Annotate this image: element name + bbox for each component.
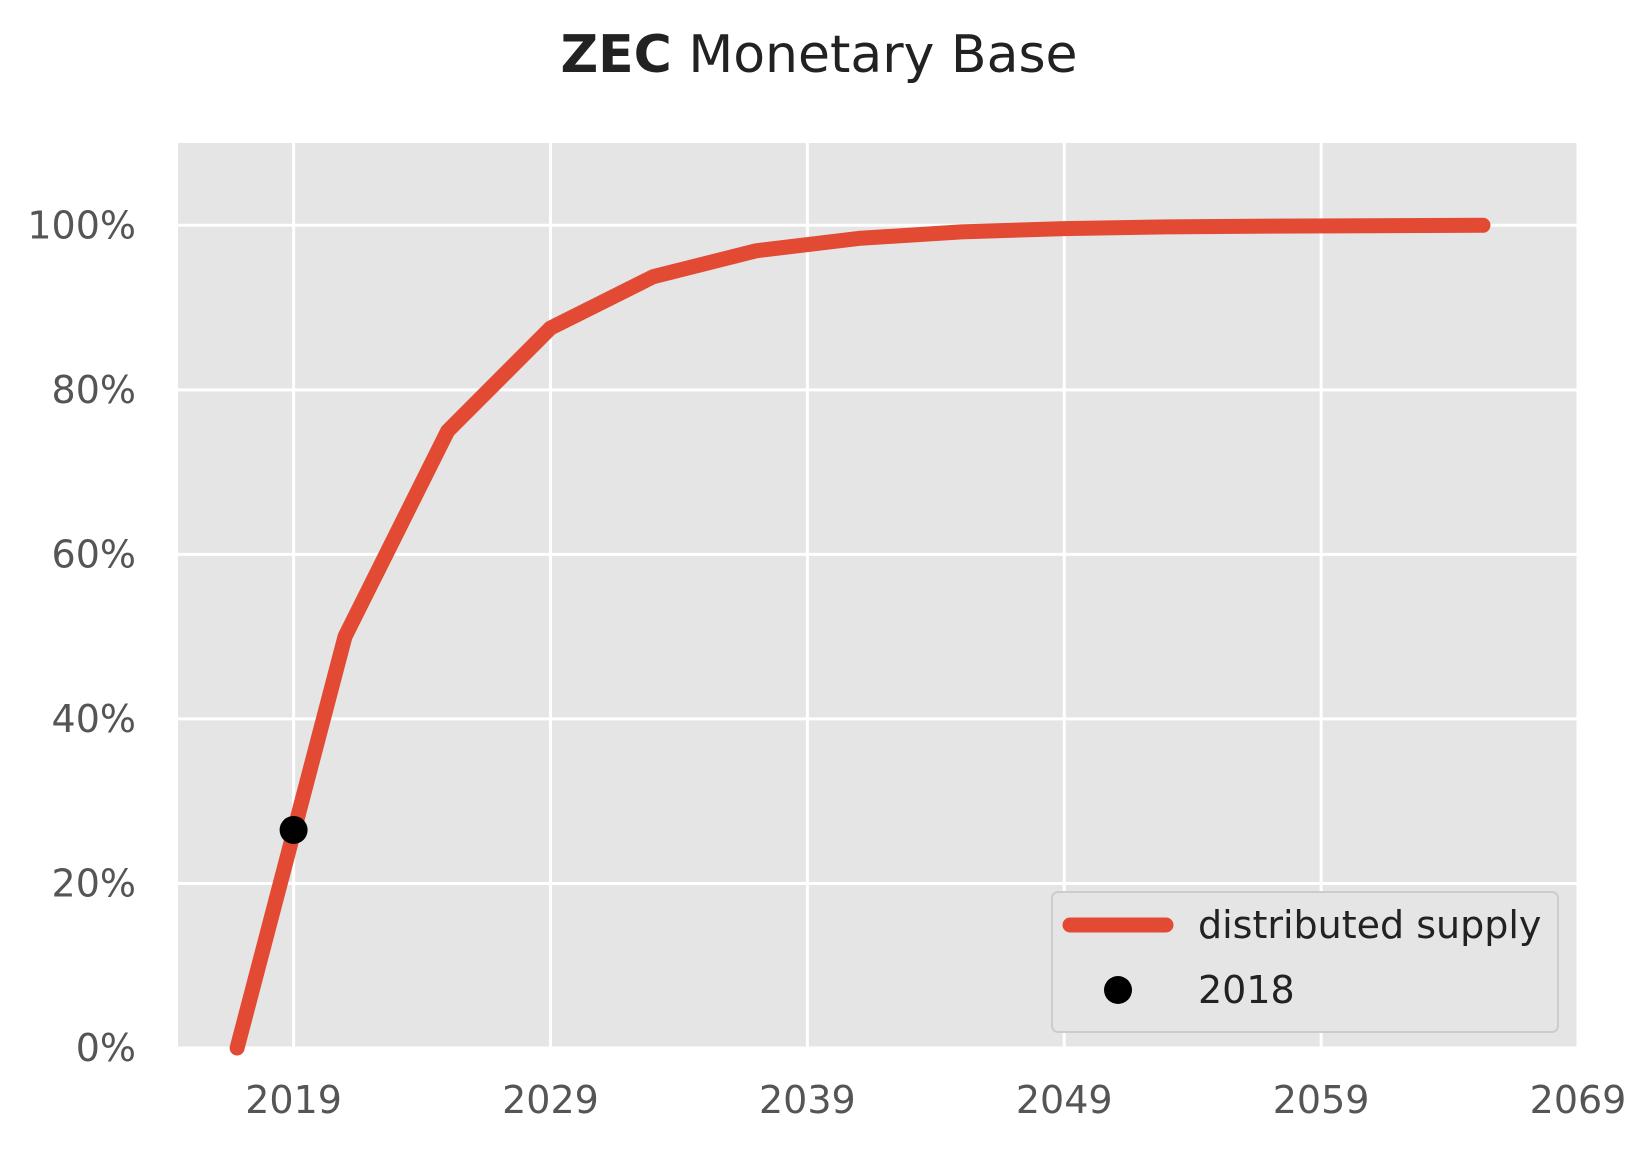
chart-title-rest: Monetary Base	[672, 25, 1078, 85]
legend-marker-swatch	[1104, 976, 1132, 1004]
x-tick-label: 2029	[502, 1078, 599, 1122]
legend: distributed supply 2018	[1051, 891, 1559, 1033]
legend-marker-label: 2018	[1198, 968, 1295, 1012]
y-tick-label: 80%	[52, 368, 136, 412]
axis-ticks: 2019 2029 2039 2049 2059 2069 0% 20% 40% 60% 80% 10…	[27, 203, 1626, 1122]
y-tick-label: 0%	[76, 1026, 136, 1070]
x-tick-label: 2069	[1530, 1078, 1627, 1122]
point-2018	[279, 815, 308, 844]
grid	[178, 143, 1580, 1050]
x-tick-label: 2039	[759, 1078, 856, 1122]
legend-box	[1051, 891, 1559, 1033]
chart-title: ZEC Monetary Base	[560, 25, 1077, 85]
series-layer	[229, 217, 1491, 1056]
x-tick-label: 2049	[1016, 1078, 1113, 1122]
legend-supply-label: distributed supply	[1198, 903, 1541, 947]
x-tick-label: 2019	[245, 1078, 342, 1122]
chart-title-bold: ZEC	[560, 25, 671, 85]
y-tick-label: 60%	[52, 532, 136, 576]
series-line-distributed-supply	[229, 217, 1491, 1056]
x-tick-label: 2059	[1273, 1078, 1370, 1122]
y-tick-label: 100%	[27, 203, 136, 247]
y-tick-label: 20%	[52, 861, 136, 905]
y-tick-label: 40%	[52, 697, 136, 741]
